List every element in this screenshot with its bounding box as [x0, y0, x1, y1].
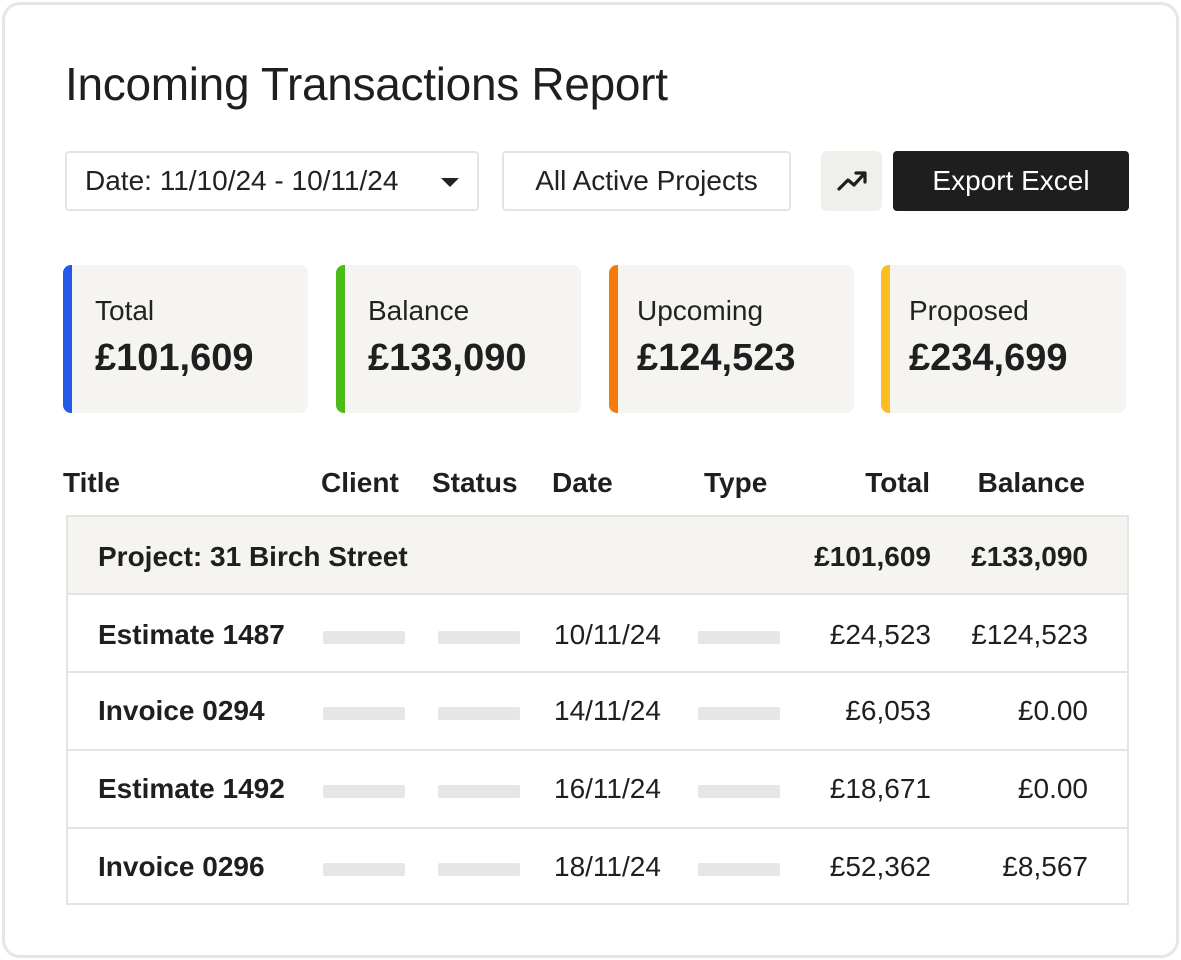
export-excel-button[interactable]: Export Excel — [893, 151, 1129, 211]
trending-up-icon — [836, 171, 867, 191]
stat-value: £234,699 — [909, 337, 1068, 379]
stat-accent-bar — [336, 265, 345, 413]
date-range-dropdown[interactable]: Date: 11/10/24 - 10/11/24 — [65, 151, 479, 211]
type-placeholder — [698, 863, 780, 876]
stat-label: Proposed — [909, 295, 1029, 326]
row-balance: £0.00 — [1017, 695, 1088, 726]
stat-accent-bar — [881, 265, 890, 413]
client-placeholder — [323, 863, 405, 876]
status-placeholder — [438, 631, 520, 644]
row-title: Invoice 0294 — [98, 695, 265, 726]
projects-filter-button[interactable]: All Active Projects — [502, 151, 791, 211]
type-placeholder — [698, 707, 780, 720]
transactions-table: Project: 31 Birch Street £101,609 £133,0… — [66, 515, 1129, 905]
trend-chart-button[interactable] — [821, 151, 882, 211]
stat-card-balance: Balance £133,090 — [336, 265, 581, 413]
stat-value: £124,523 — [637, 337, 796, 379]
column-header-type[interactable]: Type — [704, 467, 768, 498]
stat-accent-bar — [609, 265, 618, 413]
row-balance: £8,567 — [1002, 851, 1088, 882]
projects-filter-label: All Active Projects — [535, 165, 758, 196]
status-placeholder — [438, 707, 520, 720]
row-balance: £0.00 — [1017, 773, 1088, 804]
row-date: 10/11/24 — [554, 619, 661, 650]
stat-card-upcoming: Upcoming £124,523 — [609, 265, 854, 413]
row-title: Estimate 1492 — [98, 773, 285, 804]
column-header-date[interactable]: Date — [552, 467, 613, 498]
group-balance: £133,090 — [971, 541, 1088, 572]
table-row[interactable]: Invoice 0294 14/11/24 £6,053 £0.00 — [68, 673, 1127, 751]
stat-accent-bar — [63, 265, 72, 413]
column-header-status[interactable]: Status — [432, 467, 518, 498]
chevron-down-icon — [441, 178, 459, 187]
stat-label: Upcoming — [637, 295, 764, 326]
row-date: 18/11/24 — [554, 851, 661, 882]
column-header-client[interactable]: Client — [321, 467, 399, 498]
column-header-total[interactable]: Total — [865, 467, 930, 498]
stat-value: £101,609 — [95, 337, 254, 379]
client-placeholder — [323, 631, 405, 644]
status-placeholder — [438, 785, 520, 798]
row-title: Estimate 1487 — [98, 619, 285, 650]
table-row[interactable]: Invoice 0296 18/11/24 £52,362 £8,567 — [68, 829, 1127, 903]
row-date: 16/11/24 — [554, 773, 661, 804]
column-header-balance[interactable]: Balance — [977, 467, 1085, 498]
table-row[interactable]: Estimate 1492 16/11/24 £18,671 £0.00 — [68, 751, 1127, 829]
group-total: £101,609 — [814, 541, 931, 572]
stat-label: Total — [95, 295, 155, 326]
page-title: Incoming Transactions Report — [65, 58, 668, 110]
row-total: £18,671 — [829, 773, 931, 804]
row-balance: £124,523 — [971, 619, 1088, 650]
row-total: £6,053 — [845, 695, 931, 726]
group-title: Project: 31 Birch Street — [98, 541, 408, 572]
date-range-label: Date: 11/10/24 - 10/11/24 — [85, 165, 399, 196]
stat-card-proposed: Proposed £234,699 — [881, 265, 1126, 413]
export-excel-label: Export Excel — [932, 165, 1090, 196]
row-total: £52,362 — [829, 851, 931, 882]
client-placeholder — [323, 707, 405, 720]
row-total: £24,523 — [829, 619, 931, 650]
column-header-title[interactable]: Title — [63, 467, 121, 498]
stat-value: £133,090 — [368, 337, 527, 379]
row-title: Invoice 0296 — [98, 851, 265, 882]
client-placeholder — [323, 785, 405, 798]
type-placeholder — [698, 785, 780, 798]
table-group-row[interactable]: Project: 31 Birch Street £101,609 £133,0… — [68, 517, 1127, 595]
type-placeholder — [698, 631, 780, 644]
stat-label: Balance — [368, 295, 470, 326]
stat-card-total: Total £101,609 — [63, 265, 308, 413]
table-row[interactable]: Estimate 1487 10/11/24 £24,523 £124,523 — [68, 595, 1127, 673]
status-placeholder — [438, 863, 520, 876]
row-date: 14/11/24 — [554, 695, 661, 726]
